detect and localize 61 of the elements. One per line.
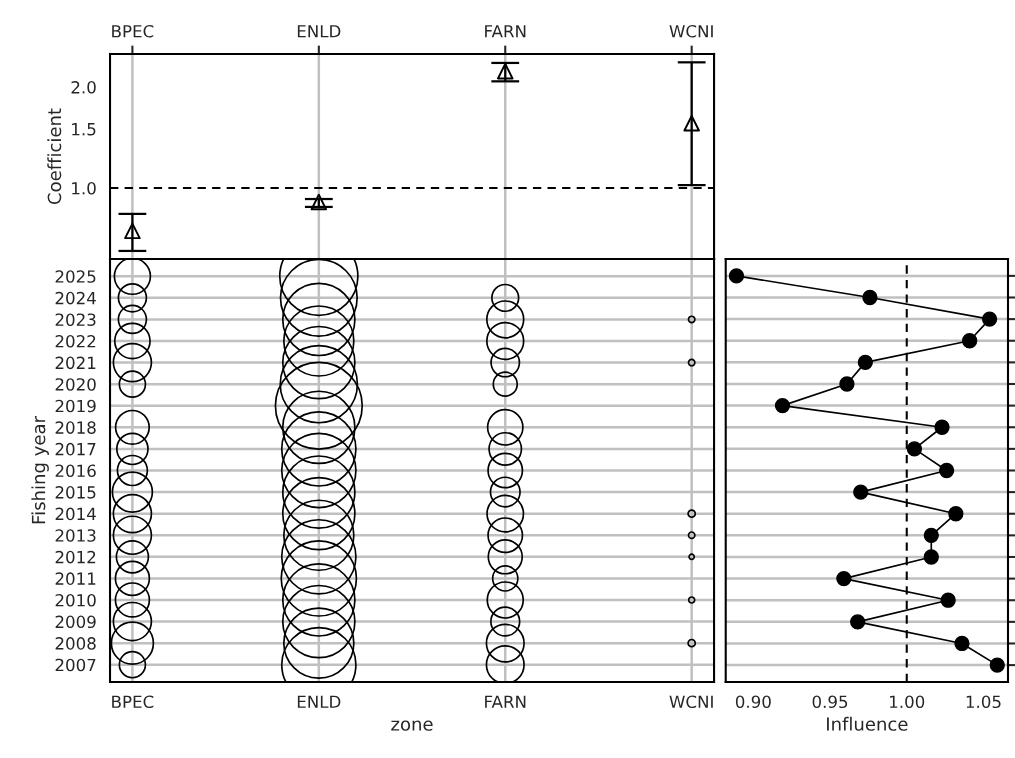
point — [948, 506, 964, 522]
y-tick-label: 2016 — [55, 464, 96, 478]
x-axis-title: zone — [391, 720, 433, 731]
point — [938, 462, 955, 479]
point — [497, 62, 514, 80]
point — [728, 268, 745, 284]
point — [836, 570, 852, 587]
y-axis-title: Fishing year — [31, 416, 49, 524]
y-tick-label: 1.5 — [72, 123, 96, 136]
y-tick-label: 2018 — [55, 421, 96, 434]
y-tick-label: 2011 — [55, 572, 96, 585]
point — [857, 354, 873, 371]
y-tick-label: 2020 — [55, 378, 96, 391]
y-tick-label: 2015 — [55, 486, 96, 499]
point — [862, 289, 878, 306]
x-tick-label: 1.05 — [966, 695, 1001, 709]
x-axis-title: Influence — [827, 716, 908, 731]
point — [906, 441, 923, 457]
point — [683, 114, 700, 132]
point — [940, 592, 956, 608]
point — [850, 614, 866, 630]
y-tick-label: 2017 — [55, 442, 96, 456]
x-tick-label: FARN — [485, 25, 526, 38]
point — [923, 527, 939, 544]
point — [310, 193, 328, 211]
y-tick-label: 2010 — [55, 593, 96, 607]
y-tick-label: 2007 — [55, 658, 96, 672]
point — [774, 397, 791, 414]
point — [923, 549, 939, 565]
y-tick-label: 2014 — [55, 507, 96, 521]
point — [962, 333, 978, 349]
point — [989, 657, 1005, 673]
y-tick-label: 2012 — [55, 550, 96, 564]
x-tick-label: 0.95 — [812, 695, 848, 709]
y-tick-label: 2019 — [55, 399, 96, 413]
x-tick-label: BPEC — [112, 695, 154, 709]
y-axis-title: Coefficient — [47, 108, 62, 205]
point — [839, 376, 855, 392]
y-tick-label: 2025 — [55, 270, 96, 283]
x-tick-label: FARN — [485, 695, 526, 708]
x-tick-label: 0.90 — [735, 695, 771, 709]
x-tick-label: WCNI — [669, 24, 713, 38]
y-tick-label: 2008 — [55, 637, 96, 650]
x-tick-label: ENLD — [297, 25, 341, 38]
point — [981, 311, 998, 327]
point — [853, 484, 869, 500]
point — [954, 635, 970, 652]
x-tick-label: 1.00 — [890, 695, 925, 709]
y-tick-label: 2022 — [55, 334, 96, 348]
point — [124, 222, 141, 240]
y-tick-label: 1.0 — [72, 181, 96, 195]
x-tick-label: ENLD — [297, 695, 341, 708]
y-tick-label: 2021 — [55, 356, 96, 370]
y-tick-label: 2009 — [55, 615, 96, 629]
point — [934, 419, 950, 435]
y-tick-label: 2.0 — [71, 81, 96, 94]
y-tick-label: 2013 — [55, 529, 96, 542]
y-tick-label: 2023 — [55, 313, 96, 326]
x-tick-label: BPEC — [112, 24, 154, 38]
y-tick-label: 2024 — [55, 291, 96, 305]
x-tick-label: WCNI — [669, 695, 713, 709]
